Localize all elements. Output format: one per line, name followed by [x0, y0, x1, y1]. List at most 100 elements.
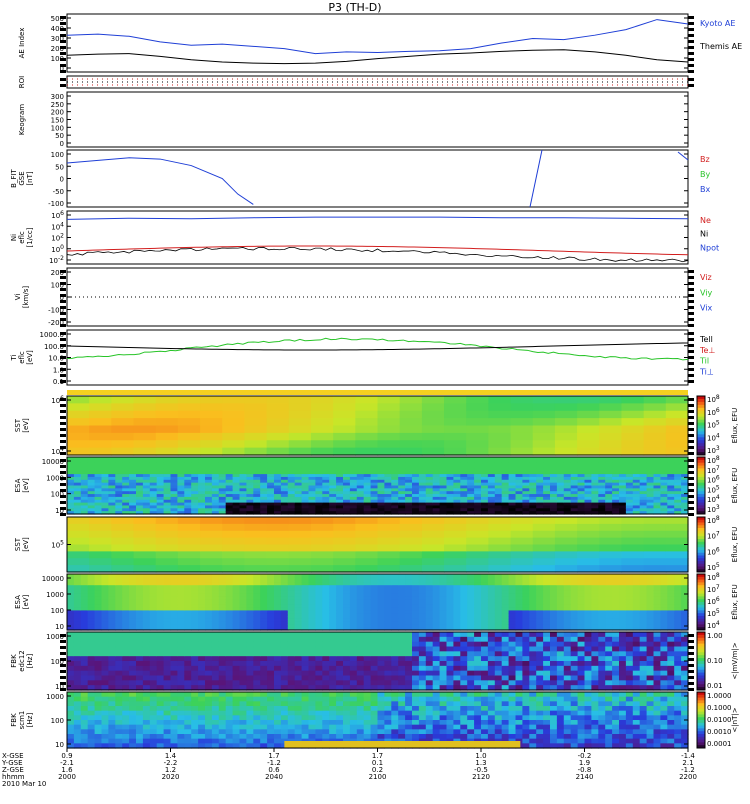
spectrogram-cell: [405, 632, 413, 637]
spectrogram-cell: [200, 433, 223, 441]
spectrogram-cell: [433, 680, 441, 685]
spectrogram-cell: [555, 558, 578, 565]
spectrogram-cell: [191, 642, 199, 647]
spectrogram-cell: [134, 448, 157, 456]
spectrogram-cell: [122, 637, 130, 642]
spectrogram-cell: [666, 545, 689, 552]
spectrogram-cell: [343, 632, 351, 637]
spectrogram-cell: [440, 651, 448, 656]
spectrogram-cell: [246, 666, 254, 671]
spectrogram-cell: [644, 551, 667, 558]
spectrogram-cell: [289, 565, 312, 572]
spectrogram-cell: [302, 647, 310, 652]
spectrogram-cell: [281, 642, 289, 647]
spectrogram-cell: [309, 680, 317, 685]
spectrogram-cell: [246, 656, 254, 661]
spectrogram-cell: [88, 671, 96, 676]
spectrogram-cell: [343, 637, 351, 642]
spectrogram-cell: [129, 637, 137, 642]
spectrogram-cell: [267, 666, 275, 671]
spectrogram-cell: [226, 651, 234, 656]
spectrogram-cell: [621, 396, 644, 404]
spectrogram-cell: [226, 666, 234, 671]
spectrogram-cell: [143, 647, 151, 652]
spectrogram-cell: [156, 403, 179, 411]
spectrogram-cell: [288, 671, 296, 676]
spectrogram-cell: [511, 551, 534, 558]
spectrogram-cell: [621, 403, 644, 411]
y-axis-label: [km/s]: [22, 286, 30, 309]
spectrogram-cell: [178, 403, 201, 411]
spectrogram-cell: [267, 661, 275, 666]
legend-label: Til: [699, 357, 709, 366]
spectrogram-cell: [200, 411, 223, 419]
spectrogram-cell: [108, 676, 116, 681]
spectrogram-cell: [212, 632, 220, 637]
spectrogram-cell: [102, 656, 110, 661]
spectrogram-cell: [336, 676, 344, 681]
spectrogram-cell: [81, 637, 89, 642]
spectrogram-cell: [281, 651, 289, 656]
spectrogram-cell: [171, 647, 179, 652]
spectrogram-cell: [233, 647, 241, 652]
spectrogram-cell: [467, 656, 475, 661]
spectrogram-cell: [400, 433, 423, 441]
spectrogram-cell: [422, 440, 445, 448]
spectrogram-cell: [599, 403, 622, 411]
spectrogram-cell: [115, 671, 123, 676]
spectrogram-cell: [333, 440, 356, 448]
spectrogram-cell: [288, 647, 296, 652]
spectrogram-cell: [466, 411, 489, 419]
spectrogram-cell: [422, 448, 445, 456]
spectrogram-cell: [240, 661, 248, 666]
spectrogram-cell: [384, 642, 392, 647]
tick-label: 106: [51, 210, 64, 220]
spectrogram-cell: [364, 642, 372, 647]
spectrogram-cell: [89, 531, 112, 538]
tick-label: 300: [51, 93, 64, 101]
spectrogram-cell: [644, 440, 667, 448]
spectrogram-cell: [577, 448, 600, 456]
spectrogram-cell: [295, 632, 303, 637]
spectrogram-cell: [222, 551, 245, 558]
spectrogram-cell: [219, 666, 227, 671]
y-axis-label: AE Index: [18, 28, 26, 59]
spectrogram-cell: [666, 551, 689, 558]
spectrogram-cell: [577, 545, 600, 552]
spectrogram-cell: [355, 396, 378, 404]
spectrogram-cell: [419, 666, 427, 671]
spectrogram-cell: [444, 448, 467, 456]
spectrogram-cell: [433, 642, 441, 647]
spectrogram-cell: [447, 632, 455, 637]
spectrogram-cell: [419, 642, 427, 647]
spectrogram-cell: [143, 637, 151, 642]
spectrogram-cell: [378, 531, 401, 538]
spectrogram-cell: [577, 403, 600, 411]
spectrogram-cell: [599, 538, 622, 545]
spectrogram-cell: [488, 418, 511, 426]
spectrogram-cell: [426, 680, 434, 685]
spectrogram-cell: [400, 440, 423, 448]
spectrogram-cell: [309, 666, 317, 671]
spectrogram-cell: [164, 632, 172, 637]
spectrogram-cell: [178, 565, 201, 572]
spectrogram-cell: [533, 551, 556, 558]
spectrogram-cell: [333, 551, 356, 558]
spectrogram-cell: [378, 524, 401, 531]
spectrogram-cell: [95, 632, 103, 637]
spectrogram-cell: [136, 680, 144, 685]
spectrogram-cell: [205, 647, 213, 652]
spectrogram-cell: [156, 440, 179, 448]
spectrogram-cell: [555, 433, 578, 441]
spectrogram-cell: [222, 433, 245, 441]
spectrogram-cell: [488, 656, 496, 661]
spectrogram-cell: [157, 666, 165, 671]
spectrogram-cell: [666, 440, 689, 448]
spectrogram-cell: [74, 651, 82, 656]
spectrogram-cell: [115, 656, 123, 661]
spectrogram-cell: [511, 531, 534, 538]
spectrogram-cell: [405, 651, 413, 656]
spectrogram-cell: [378, 656, 386, 661]
